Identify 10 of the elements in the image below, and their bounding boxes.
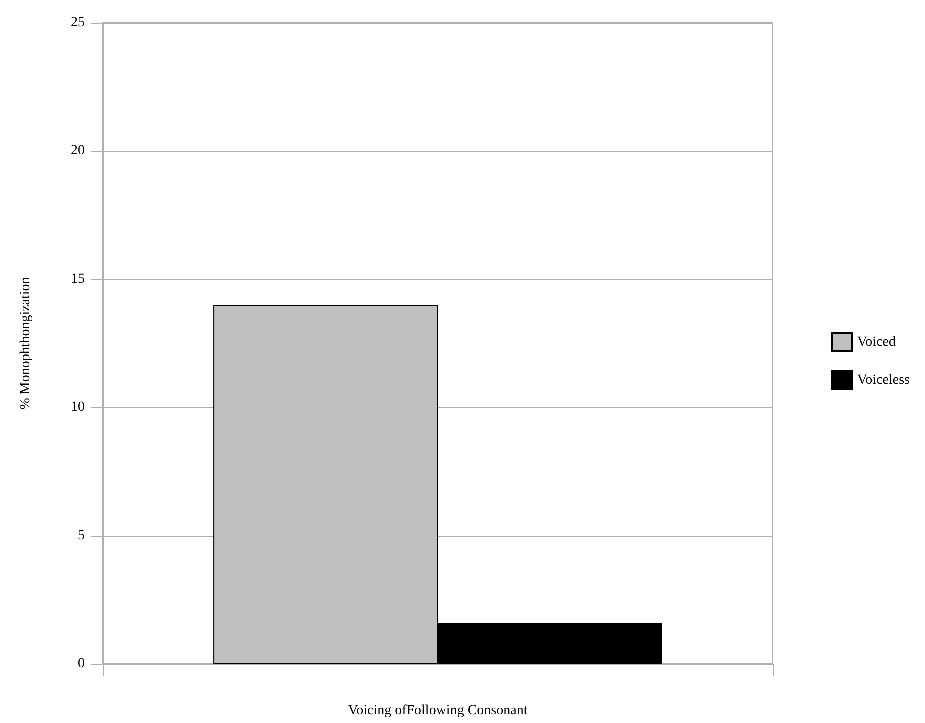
- y-tick-label: 5: [78, 528, 85, 544]
- y-tick-label: 25: [71, 16, 85, 30]
- y-tick-label: 10: [71, 400, 85, 416]
- y-tick-label: 15: [71, 272, 85, 287]
- x-axis-title: Voicing ofFollowing Consonant: [348, 704, 528, 718]
- y-tick-label: 20: [71, 144, 85, 159]
- legend-label: Voiced: [857, 335, 896, 350]
- legend-label: Voiceless: [857, 373, 910, 388]
- y-tick-label: 0: [78, 656, 85, 672]
- y-axis-title: % Monophthongization: [18, 277, 34, 410]
